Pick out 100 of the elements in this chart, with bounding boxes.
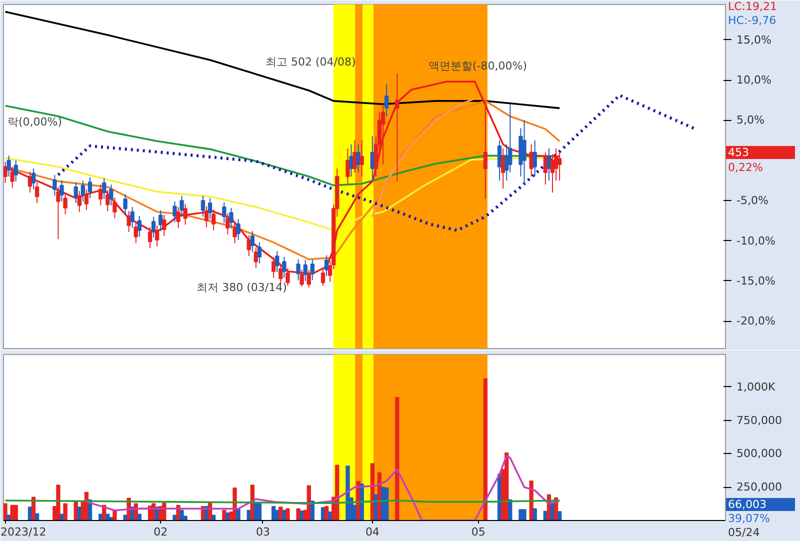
bar [180, 510, 184, 520]
candlestick [254, 246, 258, 269]
y-tick-label: 5,0% [736, 114, 764, 127]
bar [14, 504, 18, 520]
candlestick [226, 212, 230, 235]
candlestick [31, 168, 36, 190]
candlestick [250, 230, 254, 253]
candlestick [310, 258, 315, 281]
candlestick [77, 190, 82, 212]
text: 453 [726, 146, 795, 159]
candlestick [126, 210, 131, 232]
bar [137, 514, 142, 520]
candlestick [356, 144, 360, 173]
candlestick [296, 258, 300, 281]
candlestick [222, 202, 226, 224]
x-tick-label: 02 [154, 526, 168, 538]
candlestick [183, 203, 188, 226]
bar [395, 397, 400, 520]
candlestick [352, 140, 357, 173]
candlestick [14, 160, 18, 182]
candlestick [211, 208, 216, 231]
candlestick [497, 140, 502, 182]
candlestick [98, 184, 103, 206]
y-tick-label: -5,0% [736, 194, 768, 208]
text: 05/24 [727, 526, 761, 539]
candlestick [88, 176, 92, 199]
y-tick-label: 500,000 [736, 447, 782, 460]
bar [236, 508, 240, 520]
candlestick [162, 214, 166, 236]
candlestick [60, 180, 64, 202]
bar [286, 508, 290, 520]
candlestick [172, 200, 177, 223]
candlestick [151, 216, 156, 238]
line-series [86, 454, 560, 520]
bar [63, 503, 68, 520]
candlestick [134, 222, 138, 244]
candlestick [200, 195, 206, 218]
y-tick-label: -20,0% [736, 314, 776, 328]
y-tick-label: 1,000K [736, 380, 776, 394]
candlestick [123, 194, 128, 216]
candlestick [346, 148, 350, 186]
candlestick [109, 184, 114, 206]
candlestick [204, 206, 209, 228]
bar [56, 484, 60, 520]
bar [483, 378, 488, 520]
bar [346, 466, 350, 520]
y-tick-label: 750,000 [736, 414, 782, 427]
y-tick-label: -10,0% [736, 234, 776, 248]
candlestick [532, 140, 537, 177]
candlestick [102, 178, 106, 200]
text: LC:19,21 [727, 0, 778, 13]
candlestick [522, 120, 526, 186]
candlestick [148, 226, 152, 249]
candlestick [236, 218, 240, 240]
bar [4, 503, 8, 520]
annotation: 락(0,00%) [8, 116, 62, 128]
text: 66,003 [726, 498, 795, 511]
y-tick-label: 250,000 [736, 480, 782, 494]
candlestick [282, 256, 286, 278]
candlestick [380, 104, 386, 165]
candlestick [257, 242, 262, 264]
y-tick-label: 15,0% [736, 33, 772, 46]
candlestick [112, 196, 117, 219]
candlestick [158, 210, 163, 232]
candlestick [80, 180, 86, 202]
bar [522, 509, 526, 520]
candlestick [34, 182, 40, 204]
bar [112, 510, 117, 520]
candlestick [232, 222, 237, 244]
candlestick [4, 162, 8, 184]
annotation: 최저 380 (03/14) [196, 280, 287, 294]
line-series [372, 98, 476, 218]
x-tick-label: 04 [365, 526, 380, 538]
bar [529, 480, 534, 520]
x-tick-label: 2023/12 [0, 526, 46, 538]
text: 39,07% [727, 512, 771, 525]
candlestick [176, 206, 180, 228]
candlestick [84, 188, 89, 211]
candlestick [10, 166, 14, 188]
candlestick [360, 140, 364, 177]
candlestick [137, 215, 142, 238]
candlestick [63, 192, 68, 215]
y-tick-label: -15,0% [736, 274, 776, 288]
candlestick [208, 198, 212, 220]
candlestick [483, 100, 488, 200]
x-tick-label: 03 [256, 526, 270, 538]
line-series [4, 10, 560, 110]
candlestick [180, 195, 184, 218]
candlestick [106, 190, 110, 212]
bar [257, 503, 262, 520]
bar [557, 511, 562, 520]
y-tick-label: 10,0% [736, 74, 772, 87]
candlestick [303, 260, 308, 282]
candlestick [529, 144, 534, 177]
candlestick [229, 207, 234, 230]
candlestick [56, 186, 60, 240]
line-series [4, 100, 560, 260]
bar [10, 504, 14, 520]
text: HC:-9,76 [727, 14, 778, 27]
candlestick [74, 182, 78, 204]
